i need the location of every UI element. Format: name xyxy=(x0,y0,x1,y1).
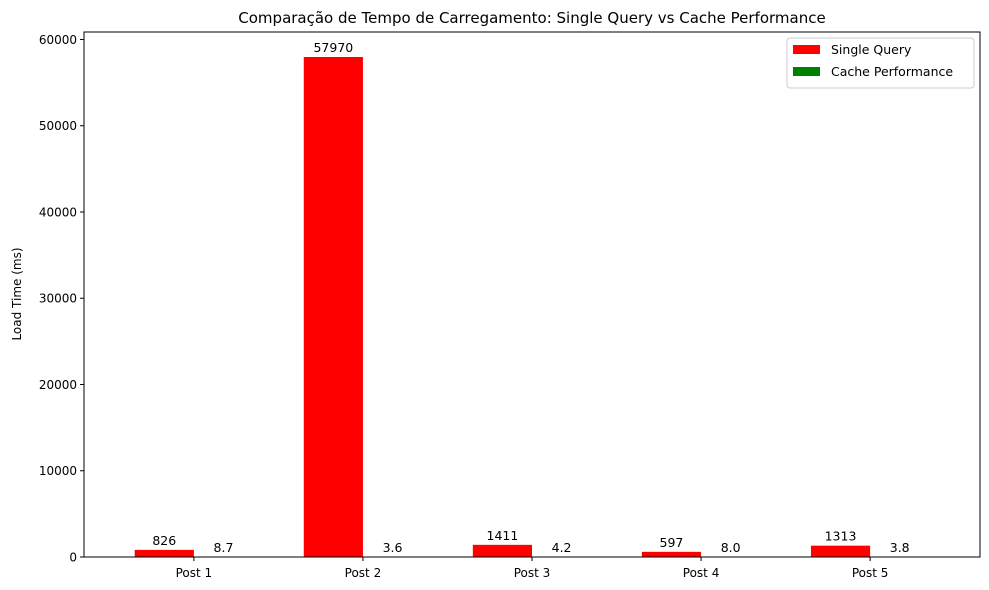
y-axis-label: Load Time (ms) xyxy=(10,247,24,340)
y-tick-label: 10000 xyxy=(39,464,77,478)
bar-value-label: 3.8 xyxy=(890,540,910,555)
x-tick-label: Post 5 xyxy=(852,566,889,580)
legend-entry: Single Query xyxy=(831,42,912,57)
bar-value-label: 4.2 xyxy=(552,540,572,555)
bar-single-query-5 xyxy=(810,545,871,557)
legend-swatch xyxy=(793,67,820,76)
y-tick-label: 50000 xyxy=(39,119,77,133)
legend: Single Query Cache Performance xyxy=(786,37,975,89)
bar-single-query-3 xyxy=(472,544,532,557)
y-tick-label: 60000 xyxy=(39,33,77,47)
bar-single-query-2 xyxy=(303,56,363,558)
bar-value-label: 826 xyxy=(152,533,176,548)
y-tick-label: 0 xyxy=(69,551,77,565)
bar-value-label: 3.6 xyxy=(383,540,403,555)
bar-value-label: 1411 xyxy=(487,528,519,543)
bar-value-label: 1313 xyxy=(825,529,857,544)
y-tick-label: 40000 xyxy=(39,205,77,219)
legend-box xyxy=(786,37,975,89)
plot-frame xyxy=(83,31,981,558)
chart-title: Comparação de Tempo de Carregamento: Sin… xyxy=(238,9,825,27)
bar-single-query-1 xyxy=(134,549,194,557)
legend-swatch xyxy=(793,45,820,54)
bar-value-label: 597 xyxy=(660,535,684,550)
x-tick-label: Post 4 xyxy=(683,566,720,580)
bar-value-label: 8.0 xyxy=(721,540,741,555)
bar-value-label: 57970 xyxy=(313,40,353,55)
plot-area: 826 57970 1411 597 1313 8.7 3.6 4.2 8.0 3.8 0 10000… xyxy=(39,31,981,580)
x-tick-label: Post 1 xyxy=(176,566,213,580)
x-tick-label: Post 2 xyxy=(345,566,382,580)
x-tick-label: Post 3 xyxy=(514,566,551,580)
legend-entry: Cache Performance xyxy=(831,64,953,79)
bar-single-query-4 xyxy=(641,551,702,557)
y-tick-label: 30000 xyxy=(39,292,77,306)
bar-value-label: 8.7 xyxy=(214,540,234,555)
y-tick-label: 20000 xyxy=(39,378,77,392)
